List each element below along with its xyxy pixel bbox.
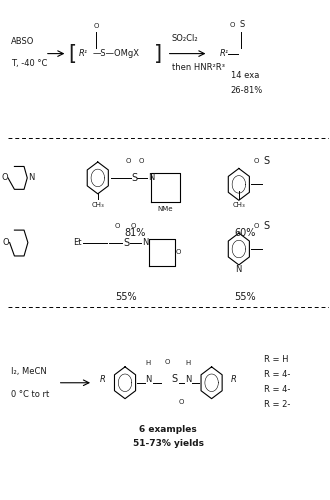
Text: N: N bbox=[148, 174, 155, 182]
Text: ]: ] bbox=[154, 44, 162, 64]
Text: O: O bbox=[230, 22, 235, 28]
Text: SO₂Cl₂: SO₂Cl₂ bbox=[172, 34, 198, 43]
Text: O: O bbox=[125, 158, 131, 164]
Text: 26-81%: 26-81% bbox=[231, 86, 263, 96]
Text: O: O bbox=[93, 23, 99, 29]
Text: R: R bbox=[231, 375, 237, 384]
Text: R¹: R¹ bbox=[79, 49, 88, 58]
Text: N: N bbox=[185, 375, 191, 384]
Text: R = H: R = H bbox=[264, 355, 289, 364]
Text: CH₃: CH₃ bbox=[232, 202, 245, 208]
Text: O: O bbox=[2, 238, 9, 247]
Text: Et: Et bbox=[73, 238, 81, 247]
Text: N: N bbox=[145, 375, 151, 384]
Text: 60%: 60% bbox=[235, 228, 256, 237]
Text: NMe: NMe bbox=[157, 206, 173, 212]
Text: 81%: 81% bbox=[124, 228, 145, 237]
Text: O: O bbox=[165, 359, 170, 365]
Text: H: H bbox=[146, 360, 151, 366]
Text: R: R bbox=[100, 375, 106, 384]
Text: —S—OMgX: —S—OMgX bbox=[93, 49, 140, 58]
Text: N: N bbox=[142, 238, 148, 247]
Text: 0 °C to rt: 0 °C to rt bbox=[11, 390, 49, 398]
Text: I₂, MeCN: I₂, MeCN bbox=[11, 368, 47, 376]
Text: R = 4-: R = 4- bbox=[264, 370, 291, 379]
Text: S: S bbox=[132, 173, 138, 183]
Text: then HNR²R³: then HNR²R³ bbox=[172, 63, 224, 72]
Text: R¹: R¹ bbox=[219, 49, 229, 58]
Text: O: O bbox=[1, 174, 8, 182]
Text: 55%: 55% bbox=[115, 292, 137, 302]
Text: O: O bbox=[254, 158, 259, 164]
Text: 6 examples: 6 examples bbox=[140, 424, 197, 434]
Text: O: O bbox=[131, 223, 136, 229]
Text: S: S bbox=[240, 20, 245, 30]
Text: O: O bbox=[115, 223, 120, 229]
Text: CH₃: CH₃ bbox=[91, 202, 104, 208]
Text: 55%: 55% bbox=[234, 292, 256, 302]
Text: O: O bbox=[179, 398, 184, 404]
Text: O: O bbox=[138, 158, 144, 164]
Text: O: O bbox=[254, 223, 259, 229]
Text: S: S bbox=[123, 238, 129, 248]
Text: ABSO: ABSO bbox=[11, 36, 35, 46]
Text: N: N bbox=[28, 174, 34, 182]
Text: S: S bbox=[172, 374, 178, 384]
Text: T, -40 °C: T, -40 °C bbox=[11, 59, 48, 68]
Text: H: H bbox=[185, 360, 191, 366]
Text: 14 exa: 14 exa bbox=[231, 72, 259, 80]
Text: R = 4-: R = 4- bbox=[264, 384, 291, 394]
Text: S: S bbox=[263, 221, 269, 231]
Text: 51-73% yields: 51-73% yields bbox=[133, 440, 204, 448]
Text: O: O bbox=[176, 250, 181, 256]
Text: R = 2-: R = 2- bbox=[264, 400, 291, 408]
Text: N: N bbox=[235, 266, 241, 274]
Text: [: [ bbox=[68, 44, 77, 64]
Text: S: S bbox=[263, 156, 269, 166]
